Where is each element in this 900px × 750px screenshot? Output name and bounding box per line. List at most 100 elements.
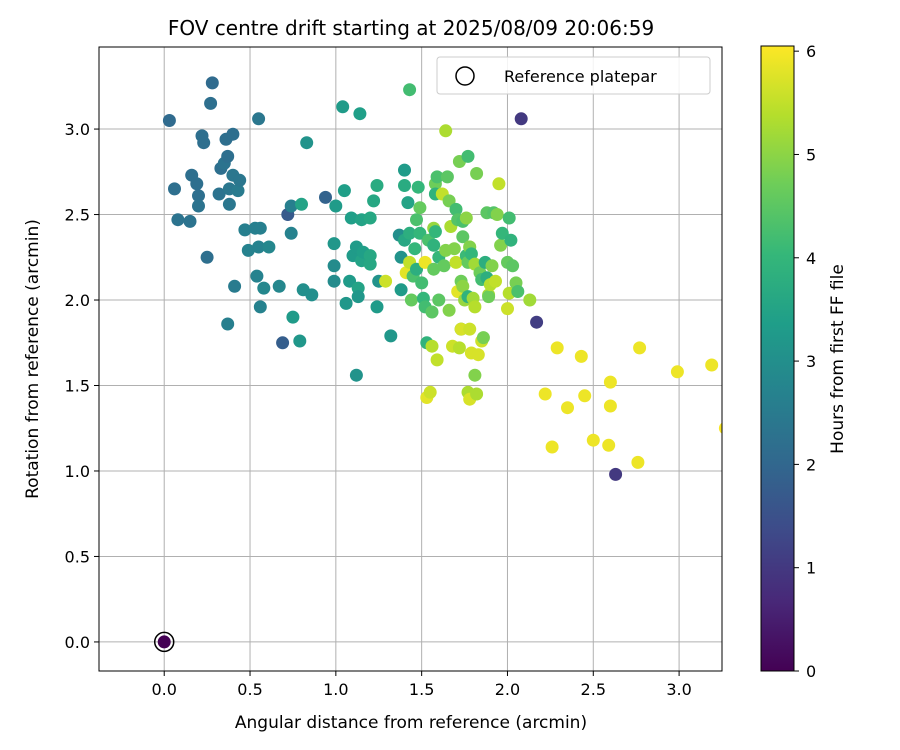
data-point (427, 262, 441, 276)
colorbar: 0 1 2 3 4 5 6 Hours from first FF file (760, 42, 848, 681)
data-point (250, 269, 264, 283)
data-point (367, 194, 381, 208)
data-point (336, 100, 350, 114)
legend-marker-icon (455, 66, 475, 86)
grid (99, 47, 722, 671)
y-tick-label: 2.5 (65, 206, 90, 225)
data-point (545, 440, 559, 454)
data-point (171, 213, 185, 227)
data-point (408, 242, 422, 256)
data-point (221, 317, 235, 331)
legend: Reference platepar (436, 56, 711, 95)
x-tick-label: 3.0 (666, 680, 691, 699)
data-point (633, 341, 647, 355)
data-point (192, 199, 205, 213)
data-point (226, 127, 240, 141)
data-point (471, 348, 485, 362)
reference-ring (153, 631, 175, 653)
data-point (197, 136, 211, 150)
data-point (205, 76, 219, 90)
data-point (492, 177, 506, 191)
data-point (204, 96, 218, 110)
data-point (538, 387, 552, 401)
data-point (370, 179, 384, 192)
data-point (404, 293, 418, 307)
data-point (284, 199, 298, 213)
data-point (461, 149, 475, 163)
plot-frame (98, 46, 723, 672)
data-point (506, 259, 520, 273)
data-point (449, 255, 463, 269)
data-point (276, 336, 290, 350)
data-point (476, 331, 490, 345)
data-point (609, 467, 623, 481)
data-point (327, 274, 341, 288)
data-point (459, 211, 473, 225)
x-axis-label: Angular distance from reference (arcmin) (235, 713, 587, 733)
x-tick-label: 0.5 (237, 680, 262, 699)
data-point (470, 387, 484, 401)
colorbar-tick-label: 6 (806, 42, 816, 61)
data-point (293, 334, 307, 348)
data-point (442, 303, 456, 317)
data-point (485, 259, 499, 273)
data-point (504, 233, 518, 247)
data-point (221, 149, 235, 163)
data-point (363, 249, 377, 263)
data-point (452, 341, 466, 355)
colorbar-tick-label: 0 (806, 662, 816, 681)
colorbar-tick-label: 1 (806, 559, 816, 578)
data-point (514, 112, 528, 126)
data-point (238, 223, 252, 237)
data-point (384, 329, 398, 343)
data-point (456, 230, 470, 244)
data-point (351, 290, 365, 304)
data-point (327, 237, 341, 251)
data-point (233, 173, 247, 187)
reference-marker (153, 631, 175, 653)
data-point (449, 202, 463, 216)
data-point (379, 274, 393, 288)
data-point (353, 107, 367, 121)
data-point (463, 322, 477, 336)
data-point (257, 281, 271, 295)
data-point (228, 279, 242, 293)
y-tick-label: 1.0 (65, 462, 90, 481)
y-tick-label: 1.5 (65, 376, 90, 395)
data-point (329, 199, 343, 213)
data-point (574, 349, 588, 363)
data-point (252, 112, 266, 126)
data-point (439, 124, 453, 138)
data-point (337, 184, 351, 198)
y-axis-label: Rotation from reference (arcmin) (23, 219, 43, 499)
data-point (349, 368, 363, 382)
x-tick-label: 2.0 (495, 680, 520, 699)
data-point (231, 184, 245, 198)
legend-box (436, 56, 711, 95)
data-point (432, 293, 446, 307)
data-point (482, 290, 496, 304)
data-point (272, 279, 286, 293)
reference-point (157, 635, 171, 649)
data-point (241, 243, 255, 257)
x-axis-ticks: 0.0 0.5 1.0 1.5 2.0 2.5 3.0 (151, 671, 692, 699)
data-point (603, 375, 617, 389)
data-point (183, 214, 197, 228)
data-point (437, 259, 451, 273)
data-point (427, 238, 441, 252)
data-point (253, 221, 267, 235)
data-point (190, 177, 204, 191)
y-axis-ticks: 0.0 0.5 1.0 1.5 2.0 2.5 3.0 (65, 120, 99, 652)
data-point (413, 201, 427, 215)
data-point (327, 259, 341, 273)
data-point (212, 187, 226, 201)
data-point (168, 182, 181, 196)
x-tick-label: 0.0 (151, 680, 176, 699)
data-point (319, 190, 332, 204)
colorbar-label: Hours from first FF file (828, 264, 848, 454)
data-point (300, 136, 314, 150)
legend-label: Reference platepar (504, 67, 657, 86)
data-point (603, 399, 617, 413)
data-point (162, 114, 176, 127)
data-point (447, 242, 461, 256)
